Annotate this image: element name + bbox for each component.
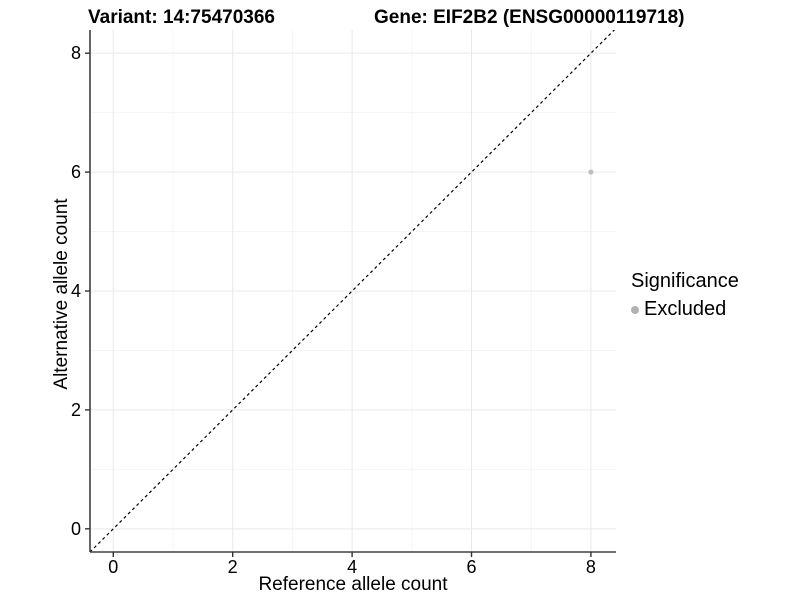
identity-line [90,30,616,552]
y-tick-label: 2 [71,400,81,420]
legend-item-excluded: Excluded [631,298,739,321]
y-axis-title: Alternative allele count [51,198,72,390]
x-tick-label: 8 [586,557,596,577]
y-tick-label: 6 [71,162,81,182]
legend-point-icon [631,305,639,314]
gene-title: Gene: EIF2B2 (ENSG00000119718) [374,7,685,28]
x-tick-label: 0 [108,557,118,577]
data-point [588,169,594,175]
legend-item-label: Excluded [644,298,727,320]
x-axis-title: Reference allele count [258,574,448,595]
x-tick-label: 2 [228,557,238,577]
x-tick-label: 4 [347,557,357,577]
legend: Significance Excluded [631,270,739,321]
y-tick-label: 0 [71,519,81,539]
y-tick-label: 4 [71,281,81,301]
legend-title: Significance [631,270,739,292]
x-tick-label: 6 [467,557,477,577]
variant-title: Variant: 14:75470366 [88,7,275,28]
y-tick-label: 8 [71,43,81,63]
